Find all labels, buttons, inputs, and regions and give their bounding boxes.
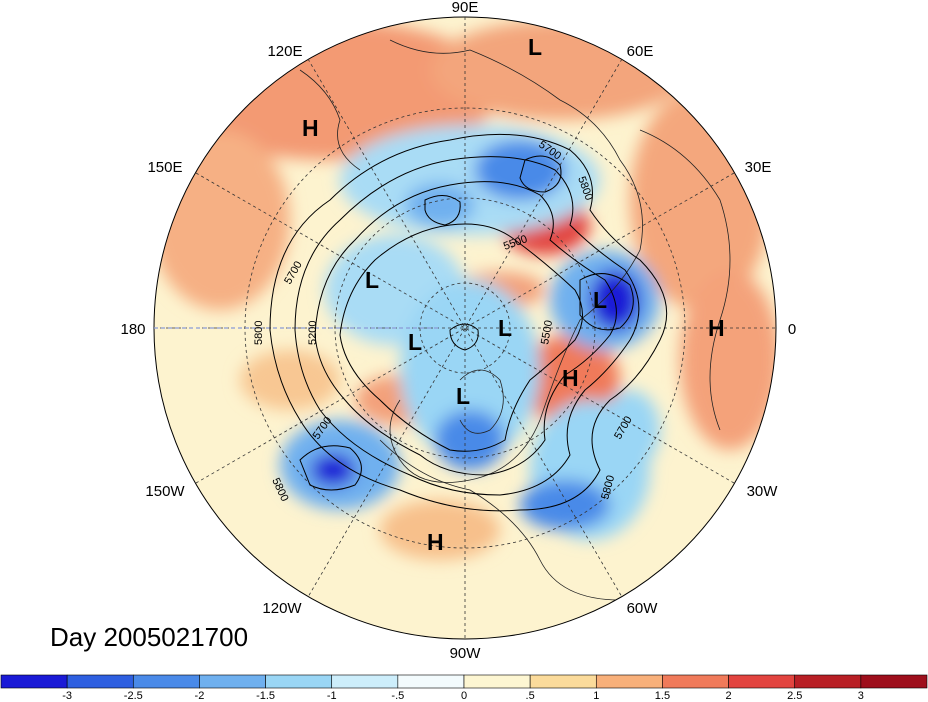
low-pressure-center: L: [456, 383, 470, 409]
colorbar-tick-label: 0: [461, 690, 467, 702]
lon-label-0: 0: [788, 321, 796, 338]
longitude-labels: 90E 120E 60E 150E 30E 180 0 150W 30W 120…: [120, 0, 796, 662]
lon-label-150w: 150W: [145, 483, 185, 500]
pressure-center-group: L H L L L L H L H H: [302, 34, 725, 555]
colorbar-swatch: [595, 674, 663, 689]
colorbar-swatch: [860, 674, 928, 689]
colorbar-tick-label: 3: [858, 690, 864, 702]
lon-label-180: 180: [120, 321, 145, 338]
colorbar-tick-label: .5: [526, 690, 535, 702]
low-pressure-center: L: [408, 329, 422, 355]
low-pressure-center: L: [498, 315, 512, 341]
lon-label-90e: 90E: [452, 0, 479, 16]
colorbar-tick-label: -2: [195, 690, 205, 702]
high-pressure-center: H: [427, 529, 444, 555]
colorbar-swatch: [463, 674, 531, 689]
colorbar-swatch: [794, 674, 862, 689]
lon-label-150e: 150E: [147, 159, 182, 176]
low-pressure-center: L: [593, 287, 607, 313]
low-pressure-center: L: [528, 34, 542, 60]
lon-label-120w: 120W: [262, 600, 302, 617]
colorbar-tick-label: -.5: [391, 690, 404, 702]
high-pressure-center: H: [562, 365, 579, 391]
high-pressure-center: H: [708, 315, 725, 341]
lon-label-60e: 60E: [627, 43, 654, 60]
height-contours: [269, 133, 668, 512]
lon-label-90w: 90W: [450, 645, 482, 662]
high-pressure-center: H: [302, 115, 319, 141]
colorbar-tick-label: 1.5: [655, 690, 670, 702]
colorbar: -3 -2.5 -2 -1.5 -1 -.5 0 .5 1 1.5 2 2.5 3: [0, 674, 928, 702]
colorbar-swatch: [331, 674, 399, 689]
lon-label-30w: 30W: [747, 483, 779, 500]
colorbar-swatch: [529, 674, 597, 689]
colorbar-tick-label: -1.5: [256, 690, 275, 702]
date-label: Day 2005021700: [50, 622, 248, 652]
colorbar-swatch: [199, 674, 266, 689]
colorbar-swatch: [728, 674, 796, 689]
colorbar-swatch: [662, 674, 729, 689]
contour-label: 5500: [539, 319, 555, 345]
colorbar-tick-label: -2.5: [124, 690, 143, 702]
lon-label-30e: 30E: [745, 159, 772, 176]
lon-label-60w: 60W: [627, 600, 659, 617]
low-pressure-center: L: [365, 267, 379, 293]
colorbar-swatch: [265, 674, 333, 689]
colorbar-tick-label: 2: [726, 690, 732, 702]
colorbar-swatch: [66, 674, 134, 689]
contour-label: 5800: [253, 321, 265, 345]
colorbar-tick-label: 1: [593, 690, 599, 702]
lon-label-120e: 120E: [267, 43, 302, 60]
colorbar-swatch: [397, 674, 465, 689]
colorbar-swatch: [132, 674, 200, 689]
colorbar-tick-label: -1: [327, 690, 337, 702]
colorbar-swatch: [0, 674, 68, 689]
colorbar-tick-label: 2.5: [787, 690, 802, 702]
colorbar-tick-label: -3: [62, 690, 72, 702]
contour-label: 5200: [307, 321, 319, 345]
